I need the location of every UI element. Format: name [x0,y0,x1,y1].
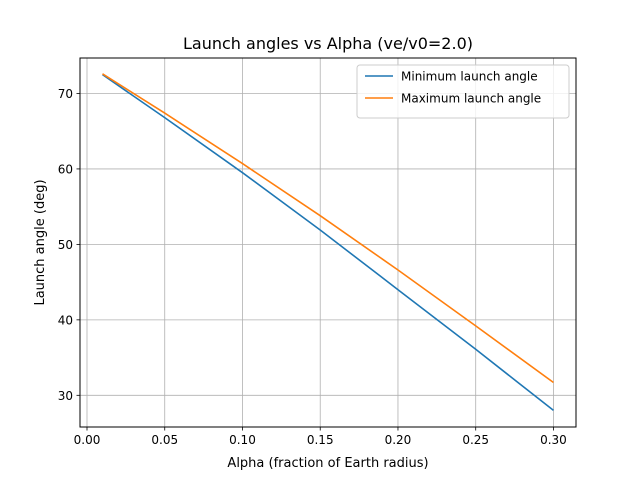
grid [80,58,576,427]
legend-label: Minimum launch angle [401,70,538,84]
legend: Minimum launch angle Maximum launch angle [356,64,570,119]
y-tick-label: 60 [58,162,73,176]
legend-label: Maximum launch angle [401,92,541,106]
y-tick-label: 50 [58,238,73,252]
legend-box [356,64,570,119]
x-tick-label: 0.20 [385,433,412,447]
series-line-minimum [102,73,554,412]
x-tick-label: 0.30 [540,433,567,447]
y-tick-label: 30 [58,389,73,403]
chart-title: Launch angles vs Alpha (ve/v0=2.0) [183,34,473,53]
x-tick-label: 0.15 [307,433,334,447]
plot-frame [79,57,577,428]
axis-ticks: 0.00 0.05 0.10 0.15 0.20 0.25 0.30 30 40 50 60 70 [58,87,567,447]
y-tick-label: 70 [58,87,73,101]
plot-lines [102,73,554,412]
series-line-maximum [102,73,554,384]
x-axis-label: Alpha (fraction of Earth radius) [227,456,428,471]
x-tick-label: 0.10 [229,433,256,447]
x-tick-label: 0.25 [462,433,489,447]
x-tick-label: 0.00 [74,433,101,447]
x-tick-label: 0.05 [151,433,178,447]
y-axis-label: Launch angle (deg) [33,179,48,305]
y-tick-label: 40 [58,313,73,327]
